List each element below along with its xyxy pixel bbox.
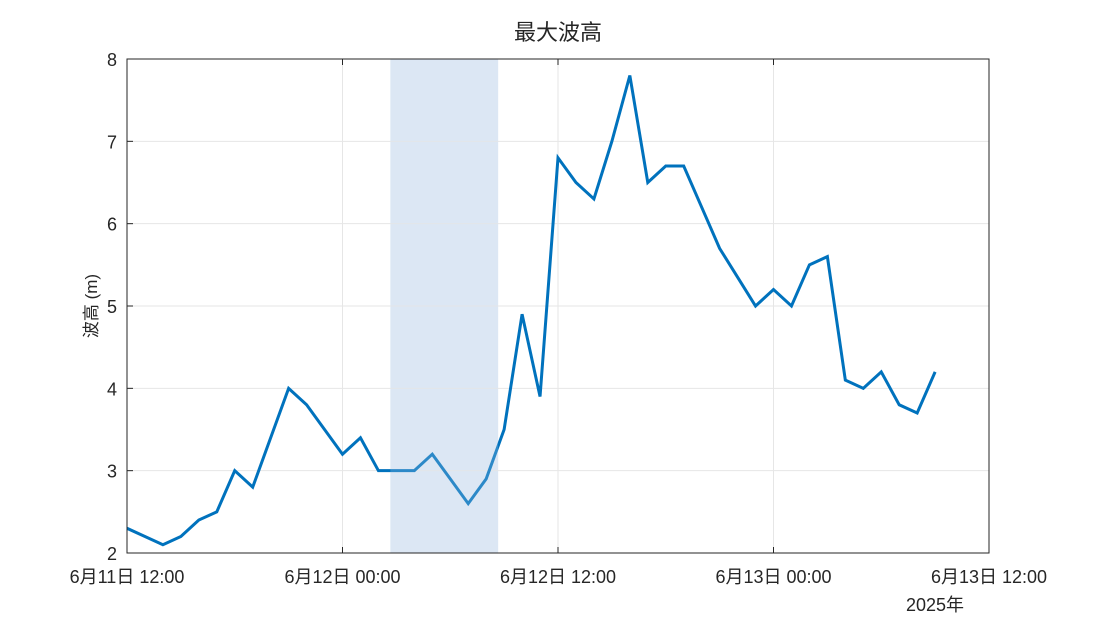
y-tick-label: 2 (107, 544, 117, 564)
y-tick-label: 5 (107, 297, 117, 317)
series-line (127, 75, 935, 544)
y-tick-label: 6 (107, 215, 117, 235)
highlight-band-overlay (390, 59, 498, 553)
chart-title: 最大波高 (514, 20, 602, 45)
y-tick-label: 4 (107, 379, 117, 399)
y-tick-label: 7 (107, 132, 117, 152)
y-axis-label: 波高 (m) (82, 274, 101, 338)
x-tick-label: 6月11日 12:00 (70, 567, 185, 587)
x-secondary-label: 2025年 (906, 595, 964, 615)
x-tick-label: 6月12日 12:00 (500, 567, 616, 587)
x-tick-label: 6月13日 00:00 (715, 567, 831, 587)
y-tick-label: 3 (107, 462, 117, 482)
y-tick-label: 8 (107, 50, 117, 70)
x-tick-label: 6月13日 12:00 (931, 567, 1047, 587)
x-tick-label: 6月12日 00:00 (284, 567, 400, 587)
